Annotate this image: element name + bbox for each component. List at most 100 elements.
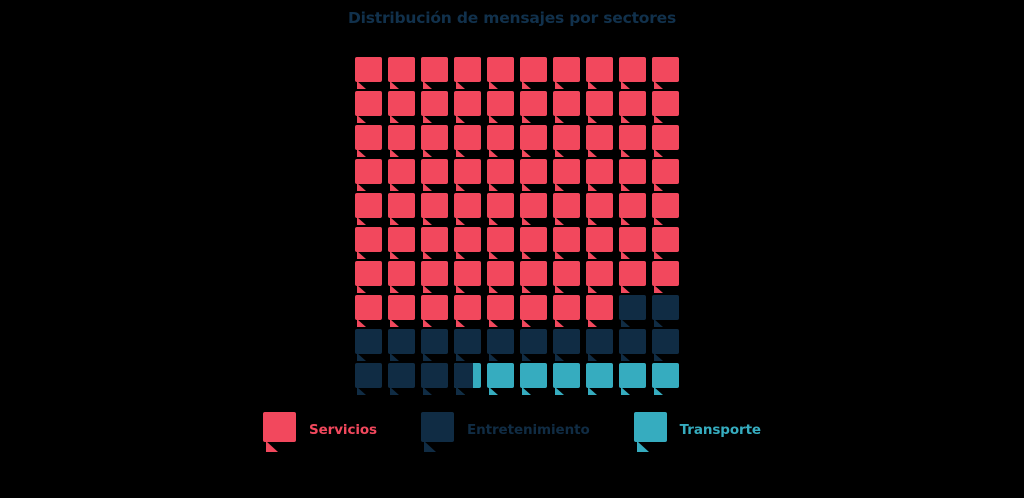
speech-bubble-icon xyxy=(388,329,415,361)
speech-bubble-icon xyxy=(487,57,514,89)
speech-bubble-icon xyxy=(619,363,646,395)
pictogram-cell xyxy=(520,329,553,363)
legend-item-entretenimiento[interactable]: Entretenimiento xyxy=(421,412,590,452)
speech-bubble-body xyxy=(454,57,481,82)
speech-bubble-body xyxy=(421,57,448,82)
speech-bubble-icon xyxy=(520,227,547,259)
speech-bubble-body xyxy=(454,125,481,150)
pictogram-cell xyxy=(388,125,421,159)
speech-bubble-body xyxy=(355,159,382,184)
speech-bubble-icon xyxy=(652,227,679,259)
speech-bubble-icon xyxy=(355,295,382,327)
pictogram-cell xyxy=(619,57,652,91)
pictogram-cell xyxy=(586,227,619,261)
legend-swatch-tail xyxy=(636,441,649,452)
speech-bubble-tail xyxy=(423,353,432,361)
pictogram-cell xyxy=(652,125,685,159)
speech-bubble-icon xyxy=(520,363,547,395)
speech-bubble-body xyxy=(454,227,481,252)
speech-bubble-icon xyxy=(520,91,547,123)
speech-bubble-icon xyxy=(355,91,382,123)
speech-bubble-body xyxy=(652,159,679,184)
speech-bubble-body xyxy=(586,227,613,252)
speech-bubble-tail xyxy=(588,285,597,293)
speech-bubble-tail xyxy=(522,353,531,361)
speech-bubble-icon xyxy=(487,91,514,123)
pictogram-row xyxy=(355,329,685,363)
speech-bubble-icon xyxy=(520,57,547,89)
speech-bubble-icon xyxy=(487,295,514,327)
speech-bubble-body xyxy=(520,295,547,320)
legend-item-servicios[interactable]: Servicios xyxy=(262,412,377,452)
speech-bubble-body xyxy=(520,159,547,184)
speech-bubble-tail xyxy=(588,115,597,123)
speech-bubble-body xyxy=(553,261,580,286)
speech-bubble-body xyxy=(619,193,646,218)
speech-bubble-body xyxy=(421,227,448,252)
speech-bubble-tail xyxy=(456,149,465,157)
speech-bubble-body xyxy=(652,193,679,218)
speech-bubble-icon xyxy=(586,125,613,157)
speech-bubble-icon xyxy=(355,363,382,395)
speech-bubble-body xyxy=(388,125,415,150)
speech-bubble-body xyxy=(619,57,646,82)
speech-bubble-tail xyxy=(357,285,366,293)
speech-bubble-body xyxy=(619,363,646,388)
speech-bubble-tail xyxy=(522,285,531,293)
pictogram-cell xyxy=(619,125,652,159)
pictogram-cell xyxy=(421,295,454,329)
pictogram-cell xyxy=(487,363,520,397)
speech-bubble-body xyxy=(355,329,382,354)
speech-bubble-icon xyxy=(454,295,481,327)
speech-bubble-tail xyxy=(456,217,465,225)
speech-bubble-tail xyxy=(555,353,564,361)
pictogram-cell xyxy=(454,363,487,397)
speech-bubble-tail xyxy=(489,319,498,327)
speech-bubble-tail xyxy=(654,387,663,395)
speech-bubble-icon xyxy=(388,295,415,327)
speech-bubble-body xyxy=(619,295,646,320)
speech-bubble-icon xyxy=(652,125,679,157)
speech-bubble-tail xyxy=(621,387,630,395)
speech-bubble-body xyxy=(520,227,547,252)
speech-bubble-icon xyxy=(553,91,580,123)
speech-bubble-icon xyxy=(454,329,481,361)
pictogram-cell xyxy=(553,363,586,397)
speech-bubble-body xyxy=(619,91,646,116)
pictogram-cell xyxy=(553,329,586,363)
pictogram-cell xyxy=(520,159,553,193)
pictogram-cell xyxy=(454,261,487,295)
pictogram-cell xyxy=(619,193,652,227)
speech-bubble-body xyxy=(487,91,514,116)
pictogram-cell xyxy=(421,193,454,227)
pictogram-cell xyxy=(388,227,421,261)
speech-bubble-tail xyxy=(588,183,597,191)
speech-bubble-body xyxy=(454,329,481,354)
speech-bubble-icon xyxy=(421,57,448,89)
speech-bubble-tail xyxy=(456,353,465,361)
pictogram-cell xyxy=(553,125,586,159)
legend-item-transporte[interactable]: Transporte xyxy=(633,412,761,452)
speech-bubble-body xyxy=(652,363,679,388)
speech-bubble-icon xyxy=(454,261,481,293)
speech-bubble-tail xyxy=(489,115,498,123)
pictogram-cell xyxy=(454,329,487,363)
speech-bubble-tail xyxy=(522,183,531,191)
speech-bubble-tail xyxy=(390,149,399,157)
speech-bubble-body xyxy=(652,227,679,252)
speech-bubble-icon xyxy=(586,363,613,395)
speech-bubble-tail xyxy=(489,149,498,157)
pictogram-cell xyxy=(388,159,421,193)
pictogram-cell xyxy=(421,125,454,159)
speech-bubble-tail xyxy=(456,285,465,293)
speech-bubble-body xyxy=(487,193,514,218)
speech-bubble-icon xyxy=(388,193,415,225)
legend-swatch-tail xyxy=(424,441,436,452)
pictogram-cell xyxy=(652,193,685,227)
speech-bubble-icon xyxy=(454,125,481,157)
pictogram-cell xyxy=(520,363,553,397)
speech-bubble-icon xyxy=(652,295,679,327)
pictogram-cell xyxy=(652,261,685,295)
speech-bubble-tail xyxy=(357,353,366,361)
speech-bubble-icon xyxy=(586,159,613,191)
